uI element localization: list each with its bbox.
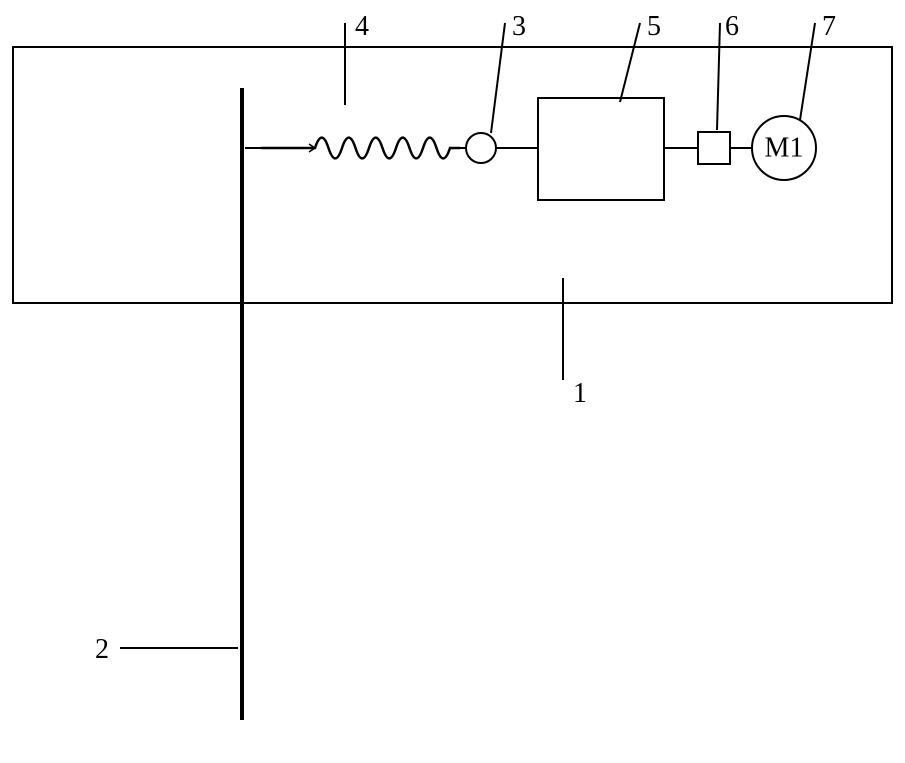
callout-label: 3 [512, 11, 526, 42]
callout-label: 4 [355, 11, 369, 42]
callout-label: 1 [573, 378, 587, 409]
callout-label: 5 [647, 11, 661, 42]
callout-label: 6 [725, 11, 739, 42]
callout-label: 7 [822, 11, 836, 42]
motor-label: M1 [765, 133, 804, 164]
callout-label: 2 [95, 634, 109, 665]
schematic-diagram: M1 4 3 5 6 7 1 2 [0, 0, 905, 763]
